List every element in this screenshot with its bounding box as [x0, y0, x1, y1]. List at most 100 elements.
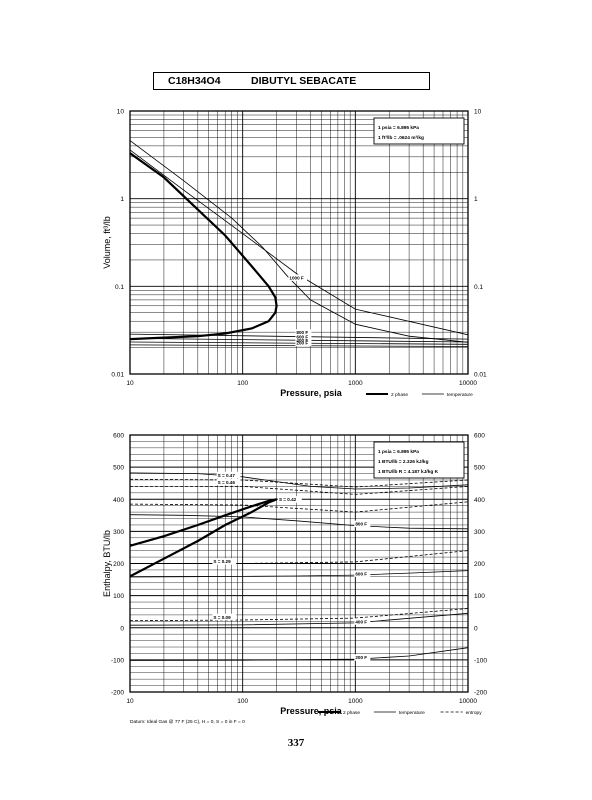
y-tick-label-right: -200 [474, 690, 487, 697]
y-tick-label-left: 100 [113, 593, 124, 600]
curve-label-bg [212, 558, 237, 565]
conversion-text: 1 ft³/lb = .0624 m³/kg [378, 135, 424, 141]
curve-label: 1000 F [289, 275, 303, 280]
curve-label: 400 F [296, 338, 308, 343]
series-dashed-9 [130, 550, 469, 564]
curve-label-bg [295, 329, 312, 336]
legend-label: temperature [447, 392, 473, 398]
curve-label-bg [354, 570, 371, 577]
legend-label: entropy [466, 710, 483, 716]
x-tick-label: 10 [126, 380, 134, 387]
curve-label-bg [354, 520, 371, 528]
datum-footnote: Datum: Ideal Gas @ 77 F (25 C), H = 0, S… [130, 719, 245, 725]
series-dashed-6 [129, 478, 469, 488]
curve-label: S = 0.09 [213, 615, 231, 620]
curve-label: S = 0.46 [218, 480, 236, 485]
curve-label-bg [295, 333, 312, 340]
curve-label-bg [216, 471, 241, 479]
chart-1 [129, 110, 469, 395]
y-tick-label-left: -100 [111, 657, 124, 664]
y-tick-label-left: 400 [113, 497, 124, 504]
x-tick-label: 100 [237, 380, 248, 387]
y-tick-label-left: 200 [113, 561, 124, 568]
x-tick-label: 100 [237, 698, 248, 705]
y-tick-label-right: 300 [474, 529, 485, 536]
curve-label-bg [212, 613, 237, 621]
y-tick-label-right: 0.1 [474, 284, 483, 291]
legend-label: 2 phase [391, 392, 408, 398]
curve-label-bg [288, 274, 308, 281]
curve-label: 200 F [355, 655, 367, 660]
chart-2 [129, 434, 469, 713]
curve-label: 800 F [296, 330, 308, 335]
y-tick-label-left: 500 [113, 465, 124, 472]
plot-frame [129, 110, 469, 375]
conversion-text: 1 psia = 6.895 kPa [378, 449, 419, 455]
y-tick-label-right: 600 [474, 433, 485, 440]
series-dashed-7 [130, 485, 469, 495]
y-tick-label-right: 0 [474, 625, 478, 632]
curve-label: S = 0.29 [213, 559, 231, 564]
conversion-box [373, 117, 465, 145]
conversion-text: 1 BTU/lb R = 4.187 kJ/kg K [378, 469, 439, 475]
series-thin-1 [129, 514, 469, 530]
y-tick-label-right: 0.01 [474, 372, 487, 379]
curve-label: S = 0.47 [218, 473, 236, 478]
legend-label: temperature [399, 710, 425, 716]
series-thick-0 [129, 498, 278, 578]
curve-label-bg [277, 496, 302, 503]
x-tick-label: 10 [126, 698, 134, 705]
y-tick-label-left: 0.01 [111, 372, 124, 379]
y-tick-label-left: 0 [120, 625, 124, 632]
y-tick-label-left: 300 [113, 529, 124, 536]
curve-label: 400 F [355, 619, 367, 624]
y-tick-label-right: 500 [474, 465, 485, 472]
series-thin-4 [129, 647, 469, 661]
series-thin-2 [129, 149, 469, 336]
x-axis-label: Pressure, psia [280, 388, 343, 398]
x-axis-label: Pressure, psia [280, 706, 343, 716]
y-tick-label-left: 600 [113, 433, 124, 440]
curve-label: 800 F [355, 522, 367, 527]
x-tick-label: 1000 [348, 698, 363, 705]
y-axis-label: Enthalpy, BTU/lb [102, 530, 112, 597]
y-tick-label-left: 10 [117, 109, 125, 116]
series-thin-2 [129, 570, 469, 578]
curve-label: 200 F [296, 341, 308, 346]
y-tick-label-right: -100 [474, 657, 487, 664]
chart-title-box: C18H34O4 DIBUTYL SEBACATE [153, 72, 430, 90]
curve-label: S = 0.42 [279, 497, 297, 502]
series-thin-5 [129, 472, 469, 490]
y-axis-label: Volume, ft³/lb [102, 216, 112, 269]
y-tick-label-right: 200 [474, 561, 485, 568]
curve-label-bg [354, 618, 371, 625]
series-thin-3 [129, 612, 469, 626]
compound-name: DIBUTYL SEBACATE [251, 75, 357, 87]
curve-label: 600 F [355, 571, 367, 576]
x-tick-label: 10000 [459, 380, 477, 387]
curve-label-bg [354, 654, 371, 661]
compound-formula: C18H34O4 [168, 75, 221, 87]
curve-label-bg [216, 478, 241, 486]
conversion-text: 1 psia = 6.895 kPa [378, 125, 419, 131]
y-tick-label-right: 10 [474, 109, 482, 116]
series-thick-0 [129, 152, 278, 341]
curve-label: 600 F [296, 334, 308, 339]
curve-label-bg [295, 339, 312, 347]
x-tick-label: 1000 [348, 380, 363, 387]
conversion-box [373, 441, 465, 479]
y-tick-label-right: 1 [474, 196, 478, 203]
y-tick-label-left: -200 [111, 690, 124, 697]
legend-label: 2 phase [343, 710, 360, 716]
y-tick-label-left: 0.1 [115, 284, 124, 291]
page-number: 337 [287, 737, 305, 749]
y-tick-label-right: 100 [474, 593, 485, 600]
y-tick-label-right: 400 [474, 497, 485, 504]
y-tick-label-left: 1 [120, 196, 124, 203]
x-tick-label: 10000 [459, 698, 477, 705]
conversion-text: 1 BTU/lb = 2.326 kJ/kg [378, 459, 429, 465]
series-dashed-10 [129, 608, 469, 622]
series-dashed-8 [129, 501, 469, 513]
series-thin-1 [129, 140, 469, 343]
